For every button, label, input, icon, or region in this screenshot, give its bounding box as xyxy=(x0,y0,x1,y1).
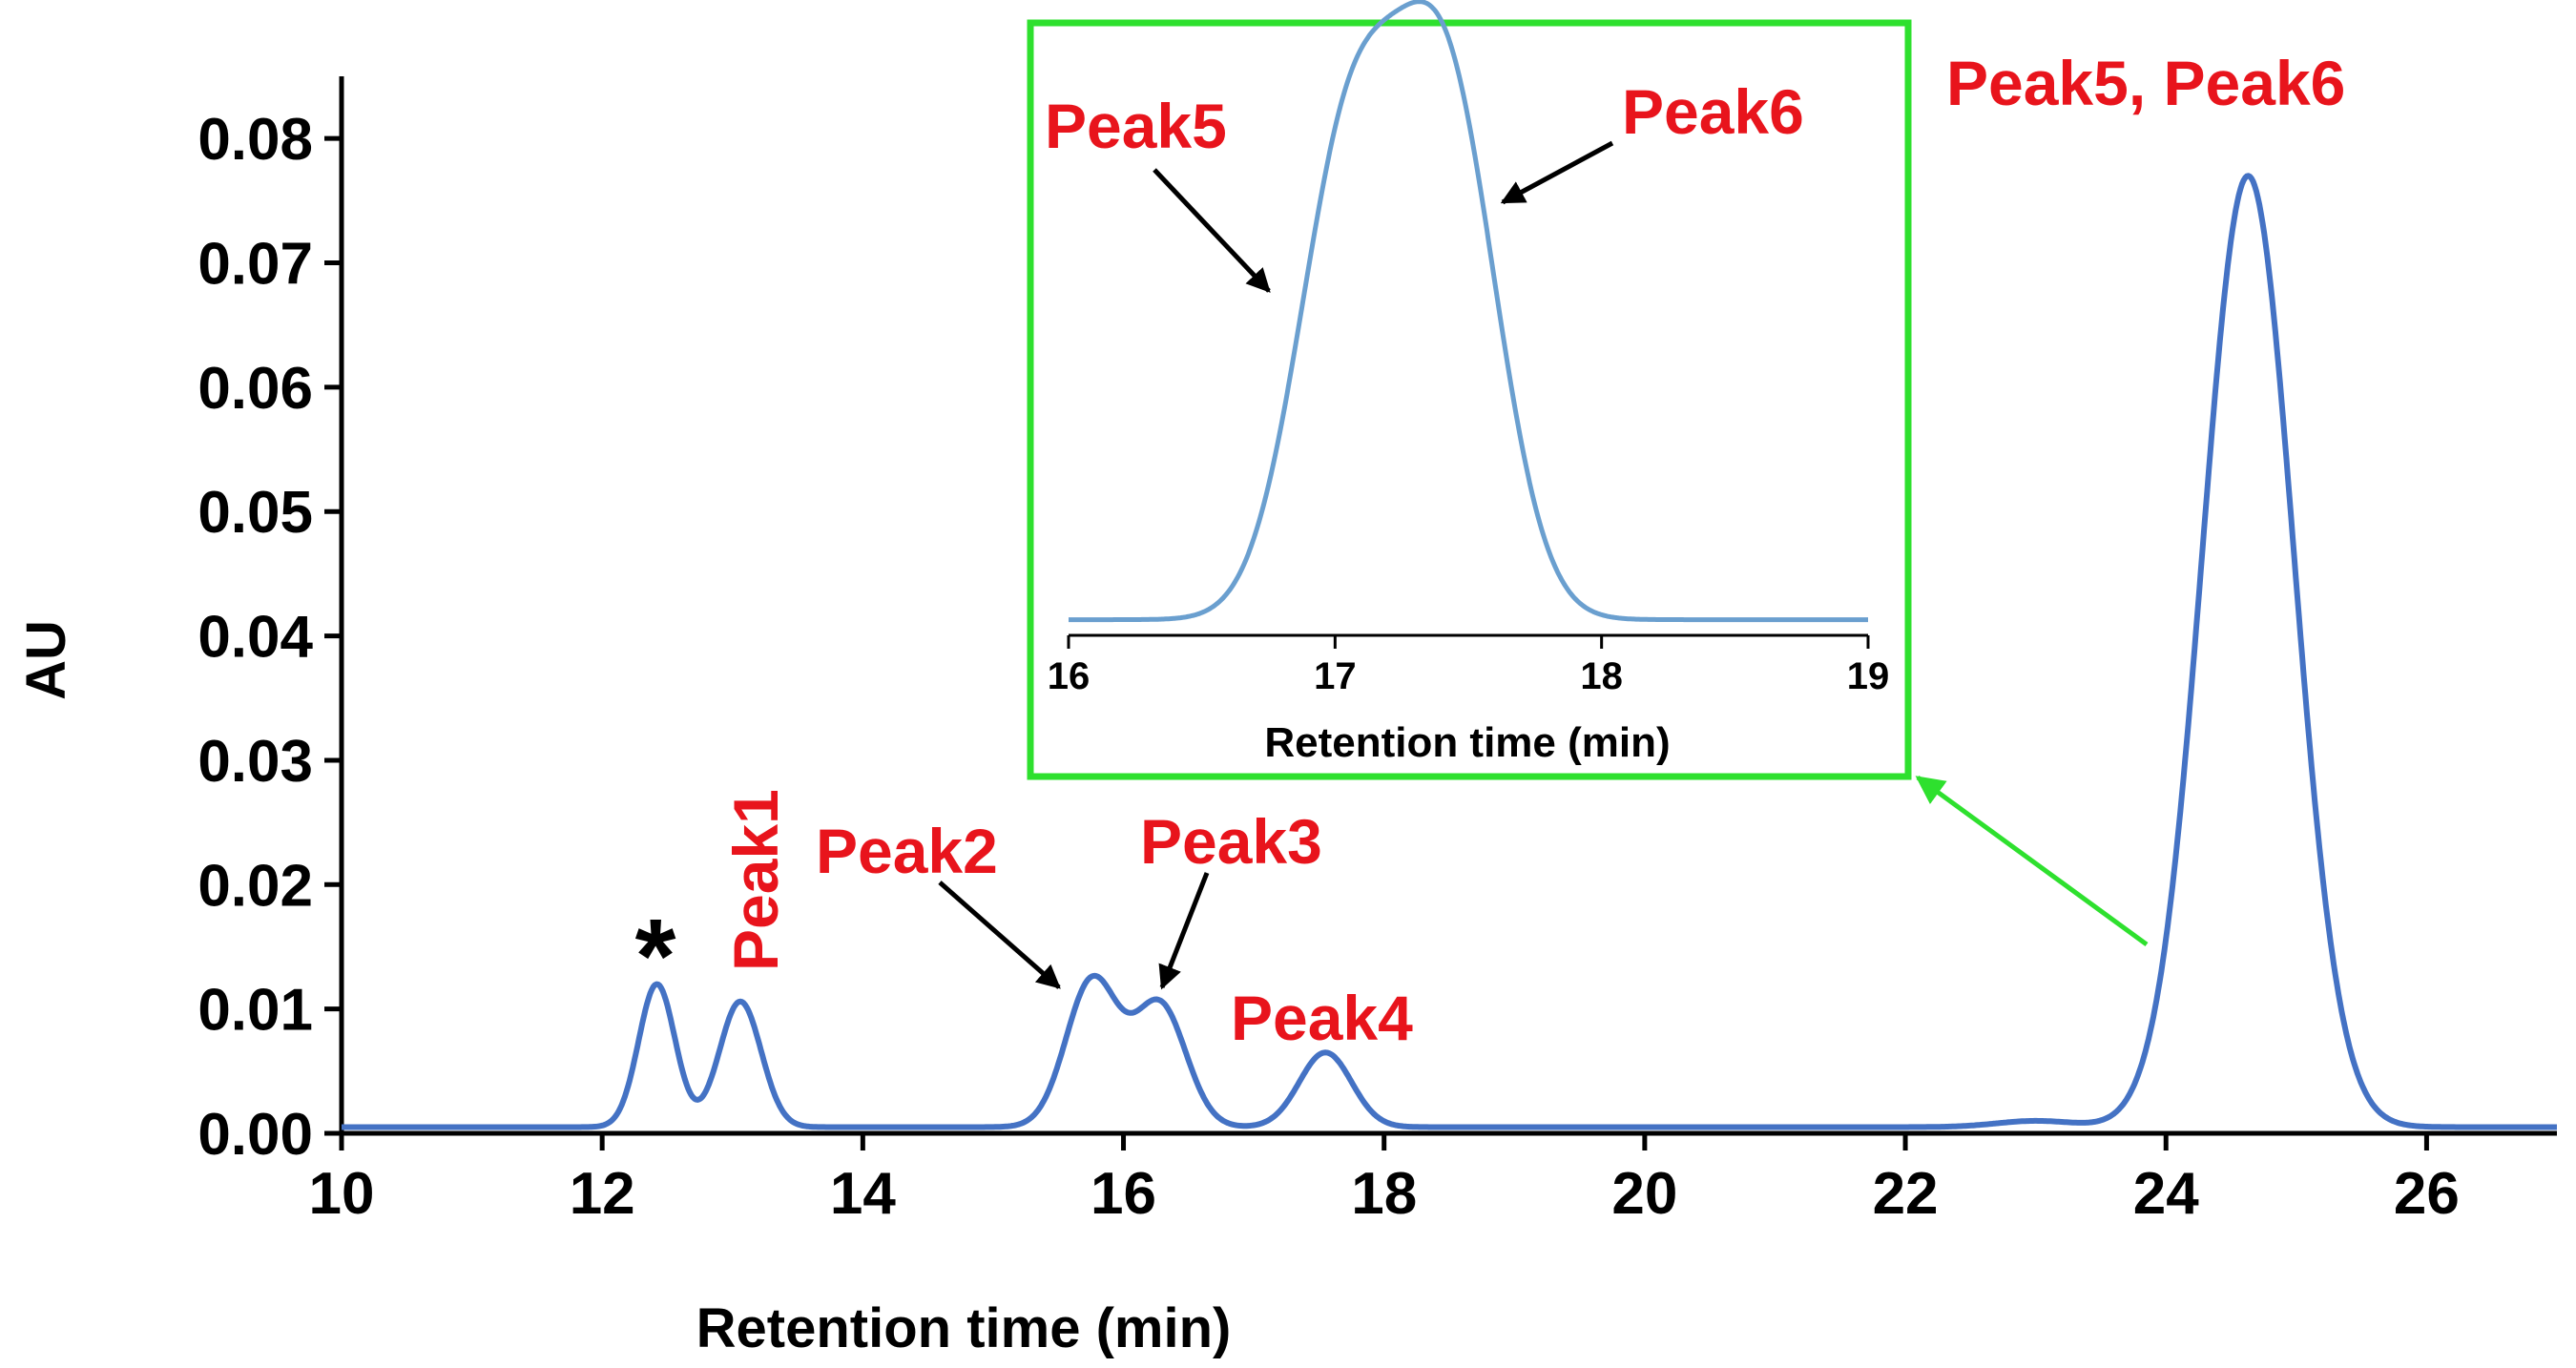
inset-peak6-arrow xyxy=(1500,140,1614,205)
inset-chromatogram-trace xyxy=(1067,0,1870,623)
asterisk-label: * xyxy=(635,898,676,1015)
inset-x-tick-label: 18 xyxy=(1580,655,1623,697)
peak3-label: Peak3 xyxy=(1140,806,1322,877)
y-tick-label: 0.01 xyxy=(197,978,313,1044)
peak56-label: Peak5, Peak6 xyxy=(1946,48,2345,118)
peak1-label: Peak1 xyxy=(720,789,791,971)
inset-peak5-arrow xyxy=(1153,168,1271,293)
x-axis-label: Retention time (min) xyxy=(696,1297,1232,1359)
x-tick-label: 10 xyxy=(309,1161,375,1227)
x-tick-label: 14 xyxy=(830,1161,896,1227)
y-tick-label: 0.04 xyxy=(197,605,313,671)
peak4-label: Peak4 xyxy=(1231,983,1413,1053)
x-tick-label: 12 xyxy=(570,1161,635,1227)
x-tick-label: 16 xyxy=(1091,1161,1156,1227)
y-tick-label: 0.07 xyxy=(197,232,313,298)
zoom-arrow xyxy=(1915,775,2149,947)
x-tick-label: 20 xyxy=(1611,1161,1677,1227)
x-tick-label: 24 xyxy=(2133,1161,2199,1227)
peak2-label: Peak2 xyxy=(816,816,998,886)
inset-axes: 16 17 18 19 xyxy=(1048,633,1890,697)
inset-peak5-label: Peak5 xyxy=(1045,91,1227,161)
y-axis-label: AU xyxy=(15,620,77,700)
main-chromatogram-trace xyxy=(340,173,2559,1130)
inset-x-tick-label: 19 xyxy=(1847,655,1890,697)
x-tick-label: 26 xyxy=(2394,1161,2460,1227)
y-tick-label: 0.05 xyxy=(197,480,313,546)
peak2-arrow xyxy=(938,881,1061,989)
y-tick-label: 0.08 xyxy=(197,107,313,173)
inset-frame xyxy=(1027,19,1912,780)
inset-peak6-label: Peak6 xyxy=(1622,76,1804,147)
peak3-arrow xyxy=(1158,872,1210,990)
x-tick-label: 22 xyxy=(1873,1161,1939,1227)
y-tick-label: 0.00 xyxy=(197,1102,313,1168)
main-axes: 10 12 14 16 18 20 22 24 26 0.00 0.01 0.02 0.03 0.04 0.… xyxy=(197,76,2557,1227)
x-tick-label: 18 xyxy=(1351,1161,1417,1227)
inset-x-axis-label: Retention time (min) xyxy=(1264,719,1670,766)
inset-x-tick-label: 17 xyxy=(1314,655,1357,697)
inset-x-tick-label: 16 xyxy=(1048,655,1091,697)
y-tick-label: 0.02 xyxy=(197,853,313,919)
y-tick-label: 0.03 xyxy=(197,729,313,795)
y-tick-label: 0.06 xyxy=(197,356,313,422)
